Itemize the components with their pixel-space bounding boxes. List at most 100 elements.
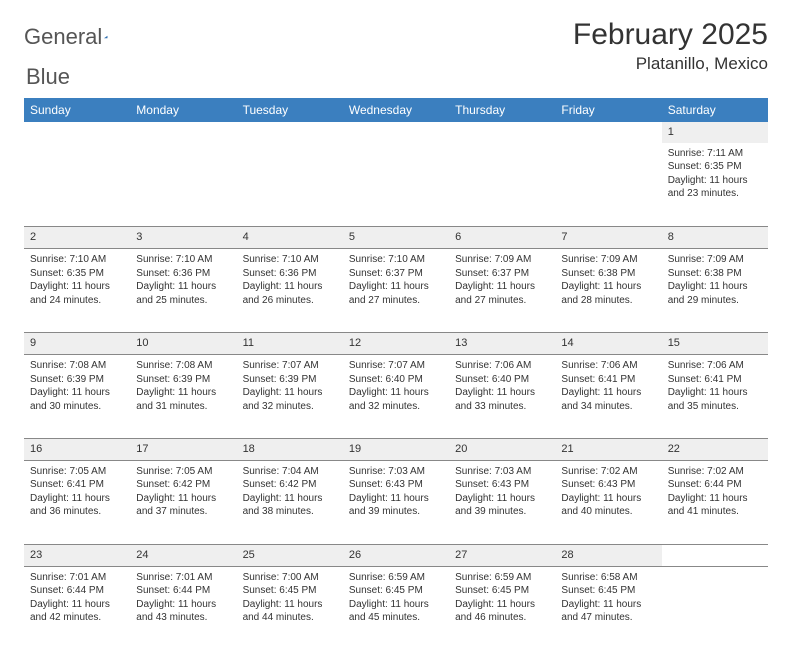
day-number-cell: 26 <box>343 544 449 566</box>
sunrise-line: Sunrise: 7:08 AM <box>136 359 230 373</box>
day-number-cell: 7 <box>555 227 661 249</box>
daylight-line: Daylight: 11 hours and 28 minutes. <box>561 280 655 307</box>
day-number-cell: 8 <box>662 227 768 249</box>
weekday-header: Wednesday <box>343 98 449 122</box>
day-cell: Sunrise: 7:10 AMSunset: 6:36 PMDaylight:… <box>237 249 343 333</box>
location: Platanillo, Mexico <box>573 54 768 74</box>
day-cell <box>237 143 343 227</box>
sunset-line: Sunset: 6:44 PM <box>668 478 762 492</box>
daylight-line: Daylight: 11 hours and 36 minutes. <box>30 492 124 519</box>
day-cell: Sunrise: 6:58 AMSunset: 6:45 PMDaylight:… <box>555 566 661 650</box>
sunrise-line: Sunrise: 7:06 AM <box>455 359 549 373</box>
day-number-cell: 19 <box>343 439 449 461</box>
day-number-cell: 12 <box>343 333 449 355</box>
day-number-row: 9101112131415 <box>24 333 768 355</box>
day-cell <box>130 143 236 227</box>
sunrise-line: Sunrise: 7:05 AM <box>30 465 124 479</box>
weekday-header: Monday <box>130 98 236 122</box>
day-number-cell: 23 <box>24 544 130 566</box>
day-number-cell: 24 <box>130 544 236 566</box>
day-number-cell: 6 <box>449 227 555 249</box>
day-cell: Sunrise: 7:10 AMSunset: 6:37 PMDaylight:… <box>343 249 449 333</box>
daylight-line: Daylight: 11 hours and 27 minutes. <box>455 280 549 307</box>
day-cell: Sunrise: 7:02 AMSunset: 6:43 PMDaylight:… <box>555 460 661 544</box>
day-number-cell <box>449 122 555 143</box>
sunrise-line: Sunrise: 7:00 AM <box>243 571 337 585</box>
sunset-line: Sunset: 6:39 PM <box>243 373 337 387</box>
daylight-line: Daylight: 11 hours and 26 minutes. <box>243 280 337 307</box>
sunset-line: Sunset: 6:38 PM <box>561 267 655 281</box>
sunset-line: Sunset: 6:44 PM <box>30 584 124 598</box>
day-cell: Sunrise: 7:03 AMSunset: 6:43 PMDaylight:… <box>343 460 449 544</box>
day-cell: Sunrise: 7:01 AMSunset: 6:44 PMDaylight:… <box>130 566 236 650</box>
daylight-line: Daylight: 11 hours and 31 minutes. <box>136 386 230 413</box>
sunset-line: Sunset: 6:42 PM <box>243 478 337 492</box>
day-content-row: Sunrise: 7:08 AMSunset: 6:39 PMDaylight:… <box>24 355 768 439</box>
sunset-line: Sunset: 6:45 PM <box>561 584 655 598</box>
weekday-header: Sunday <box>24 98 130 122</box>
day-cell: Sunrise: 7:05 AMSunset: 6:42 PMDaylight:… <box>130 460 236 544</box>
day-cell: Sunrise: 7:05 AMSunset: 6:41 PMDaylight:… <box>24 460 130 544</box>
brand-logo: General <box>24 24 128 50</box>
day-cell: Sunrise: 7:10 AMSunset: 6:35 PMDaylight:… <box>24 249 130 333</box>
day-number-cell: 22 <box>662 439 768 461</box>
sunrise-line: Sunrise: 7:10 AM <box>349 253 443 267</box>
day-number-cell: 25 <box>237 544 343 566</box>
weekday-header: Saturday <box>662 98 768 122</box>
daylight-line: Daylight: 11 hours and 43 minutes. <box>136 598 230 625</box>
daylight-line: Daylight: 11 hours and 41 minutes. <box>668 492 762 519</box>
day-cell: Sunrise: 7:11 AMSunset: 6:35 PMDaylight:… <box>662 143 768 227</box>
day-number-cell <box>343 122 449 143</box>
day-cell: Sunrise: 7:09 AMSunset: 6:37 PMDaylight:… <box>449 249 555 333</box>
day-number-row: 16171819202122 <box>24 439 768 461</box>
day-cell: Sunrise: 7:09 AMSunset: 6:38 PMDaylight:… <box>662 249 768 333</box>
daylight-line: Daylight: 11 hours and 29 minutes. <box>668 280 762 307</box>
day-number-cell: 14 <box>555 333 661 355</box>
day-cell: Sunrise: 7:08 AMSunset: 6:39 PMDaylight:… <box>24 355 130 439</box>
calendar-table: Sunday Monday Tuesday Wednesday Thursday… <box>24 98 768 650</box>
sunrise-line: Sunrise: 7:06 AM <box>668 359 762 373</box>
sunset-line: Sunset: 6:37 PM <box>455 267 549 281</box>
weekday-header: Friday <box>555 98 661 122</box>
sunrise-line: Sunrise: 7:10 AM <box>243 253 337 267</box>
daylight-line: Daylight: 11 hours and 46 minutes. <box>455 598 549 625</box>
sunset-line: Sunset: 6:45 PM <box>455 584 549 598</box>
daylight-line: Daylight: 11 hours and 42 minutes. <box>30 598 124 625</box>
day-cell: Sunrise: 7:07 AMSunset: 6:39 PMDaylight:… <box>237 355 343 439</box>
day-number-cell: 27 <box>449 544 555 566</box>
sunrise-line: Sunrise: 7:02 AM <box>668 465 762 479</box>
daylight-line: Daylight: 11 hours and 40 minutes. <box>561 492 655 519</box>
sunset-line: Sunset: 6:35 PM <box>30 267 124 281</box>
sunset-line: Sunset: 6:40 PM <box>349 373 443 387</box>
brand-word1: General <box>24 24 102 50</box>
daylight-line: Daylight: 11 hours and 32 minutes. <box>349 386 443 413</box>
sunset-line: Sunset: 6:39 PM <box>30 373 124 387</box>
day-number-cell: 10 <box>130 333 236 355</box>
day-number-cell: 16 <box>24 439 130 461</box>
sunset-line: Sunset: 6:35 PM <box>668 160 762 174</box>
daylight-line: Daylight: 11 hours and 34 minutes. <box>561 386 655 413</box>
sunrise-line: Sunrise: 7:10 AM <box>30 253 124 267</box>
sunset-line: Sunset: 6:44 PM <box>136 584 230 598</box>
daylight-line: Daylight: 11 hours and 27 minutes. <box>349 280 443 307</box>
sunset-line: Sunset: 6:43 PM <box>455 478 549 492</box>
daylight-line: Daylight: 11 hours and 30 minutes. <box>30 386 124 413</box>
daylight-line: Daylight: 11 hours and 25 minutes. <box>136 280 230 307</box>
sunset-line: Sunset: 6:41 PM <box>30 478 124 492</box>
sunrise-line: Sunrise: 7:09 AM <box>668 253 762 267</box>
daylight-line: Daylight: 11 hours and 23 minutes. <box>668 174 762 201</box>
day-content-row: Sunrise: 7:01 AMSunset: 6:44 PMDaylight:… <box>24 566 768 650</box>
weekday-header-row: Sunday Monday Tuesday Wednesday Thursday… <box>24 98 768 122</box>
day-cell <box>662 566 768 650</box>
day-cell: Sunrise: 7:04 AMSunset: 6:42 PMDaylight:… <box>237 460 343 544</box>
sunset-line: Sunset: 6:41 PM <box>668 373 762 387</box>
day-number-cell: 5 <box>343 227 449 249</box>
sunrise-line: Sunrise: 7:06 AM <box>561 359 655 373</box>
day-cell: Sunrise: 7:03 AMSunset: 6:43 PMDaylight:… <box>449 460 555 544</box>
day-cell <box>24 143 130 227</box>
day-content-row: Sunrise: 7:05 AMSunset: 6:41 PMDaylight:… <box>24 460 768 544</box>
day-number-cell <box>130 122 236 143</box>
sunrise-line: Sunrise: 7:02 AM <box>561 465 655 479</box>
daylight-line: Daylight: 11 hours and 44 minutes. <box>243 598 337 625</box>
sunrise-line: Sunrise: 7:04 AM <box>243 465 337 479</box>
